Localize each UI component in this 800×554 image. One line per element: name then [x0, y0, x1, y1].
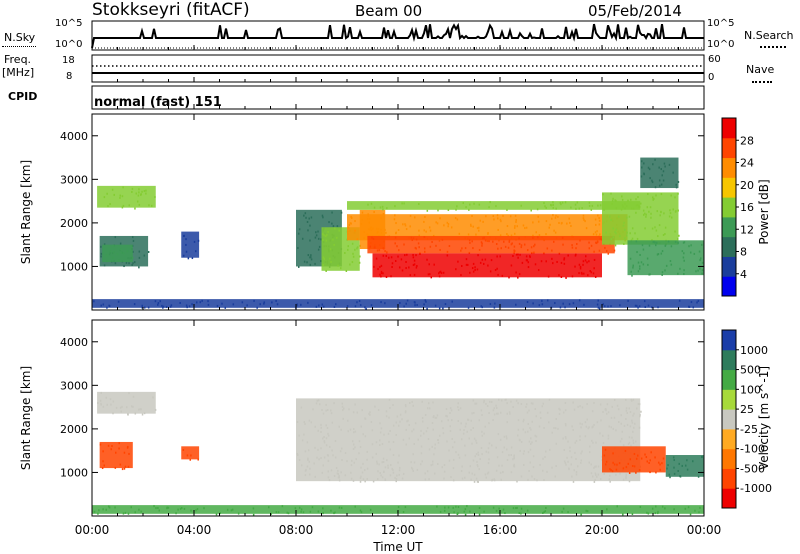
- power-colorbar-label: Power [dB]: [757, 179, 771, 244]
- velocity-region-4: [602, 446, 666, 473]
- nsearch-label: N.Search: [744, 29, 794, 42]
- velocity-colorbar-tick: -100: [740, 443, 765, 456]
- xtick-label: 08:00: [279, 523, 314, 537]
- velocity-colorbar-swatch: [722, 369, 736, 390]
- nsearch-tick-bottom: 10^0: [707, 39, 735, 50]
- velocity-region-2: [181, 446, 200, 460]
- freq-label: Freq.: [4, 53, 32, 66]
- power-ytick-label: 4000: [60, 130, 88, 143]
- xtick-label: 04:00: [177, 523, 212, 537]
- nsky-trace: [91, 22, 704, 49]
- velocity-colorbar-swatch: [722, 448, 736, 469]
- power-colorbar: 4 8 12 16 20 24 28: [721, 117, 754, 297]
- velocity-colorbar-label: Velocity [m s^-1]: [757, 366, 771, 470]
- nave-legend-line: [752, 81, 772, 83]
- velocity-region-0: [97, 391, 156, 414]
- power-region-0: [97, 185, 156, 208]
- nsky-label: N.Sky: [4, 31, 36, 44]
- power-ytick-label: 2000: [60, 217, 88, 230]
- power-panel: [91, 113, 705, 311]
- date-title: 05/Feb/2014: [588, 2, 682, 20]
- power-colorbar-swatch: [722, 236, 736, 257]
- velocity-colorbar-tick: 100: [740, 383, 761, 396]
- velocity-colorbar-swatch: [722, 349, 736, 371]
- freq-tick-bottom: 8: [66, 71, 73, 82]
- velocity-colorbar-swatch: [722, 330, 736, 351]
- velocity-ytick-label: 4000: [60, 336, 88, 349]
- cpid-mode: normal (fast) 151: [94, 95, 222, 110]
- beam-title: Beam 00: [355, 2, 423, 20]
- xtick-label: 16:00: [483, 523, 518, 537]
- power-region-10: [347, 201, 641, 210]
- power-colorbar-swatch: [722, 137, 736, 159]
- power-colorbar-tick: 4: [740, 268, 747, 281]
- nave-tick-top: 60: [708, 54, 721, 65]
- velocity-ytick-label: 2000: [60, 423, 88, 436]
- power-ylabel: Slant Range [km]: [19, 160, 33, 264]
- velocity-colorbar-swatch: [722, 389, 736, 410]
- freq-unit: [MHz]: [2, 66, 35, 79]
- x-axis-label: Time UT: [372, 540, 423, 554]
- velocity-colorbar-tick: -1000: [740, 482, 772, 495]
- xtick-label: 20:00: [585, 523, 620, 537]
- velocity-colorbar-tick: 25: [740, 403, 754, 416]
- power-colorbar-swatch: [722, 157, 736, 178]
- power-colorbar-swatch: [722, 256, 736, 277]
- nsearch-tick-top: 10^5: [707, 18, 735, 29]
- power-colorbar-tick: 12: [740, 223, 754, 236]
- velocity-colorbar-swatch: [722, 428, 736, 450]
- velocity-panel: [91, 319, 705, 517]
- velocity-ytick-label: 1000: [60, 466, 88, 479]
- power-colorbar-tick: 8: [740, 246, 747, 259]
- power-colorbar-tick: 16: [740, 201, 754, 214]
- nsearch-legend-line: [760, 46, 786, 48]
- xtick-label: 00:00: [75, 523, 110, 537]
- xtick-label: 00:00: [687, 523, 722, 537]
- power-colorbar-swatch: [722, 197, 736, 218]
- nave-tick-bottom: 0: [708, 72, 715, 83]
- power-ytick-label: 1000: [60, 260, 88, 273]
- power-colorbar-tick: 28: [740, 134, 754, 147]
- velocity-colorbar-tick: -500: [740, 462, 765, 475]
- power-colorbar-tick: 20: [740, 179, 754, 192]
- power-region-14: [92, 299, 704, 308]
- velocity-colorbar-tick: 500: [740, 364, 761, 377]
- power-colorbar-swatch: [722, 118, 736, 139]
- velocity-ytick-label: 3000: [60, 379, 88, 392]
- site-title: Stokkseyri (fitACF): [92, 0, 250, 20]
- cpid-label: CPID: [8, 90, 38, 103]
- nsky-legend-line: [2, 46, 36, 47]
- freq-tick-top: 18: [62, 55, 75, 66]
- power-ytick-label: 3000: [60, 173, 88, 186]
- velocity-colorbar-tick: 1000: [740, 344, 768, 357]
- velocity-colorbar: 1000 500 100 25 -25 -100 -500 -1000: [721, 329, 772, 509]
- velocity-ylabel: Slant Range [km]: [19, 366, 33, 470]
- velocity-region-6: [92, 505, 704, 514]
- velocity-colorbar-swatch: [722, 488, 736, 509]
- power-region-8: [367, 235, 615, 254]
- velocity-region-3: [296, 398, 641, 482]
- nsky-tick-bottom: 10^0: [55, 39, 83, 50]
- power-colorbar-swatch: [722, 276, 736, 297]
- nave-label: Nave: [746, 63, 775, 76]
- velocity-region-1: [99, 441, 133, 469]
- power-region-13: [640, 157, 679, 189]
- power-colorbar-swatch: [722, 177, 736, 198]
- power-colorbar-tick: 24: [740, 157, 754, 170]
- velocity-colorbar-swatch: [722, 409, 736, 430]
- xtick-label: 12:00: [381, 523, 416, 537]
- velocity-region-5: [665, 455, 704, 477]
- velocity-colorbar-swatch: [722, 468, 736, 489]
- power-colorbar-swatch: [722, 216, 736, 238]
- velocity-colorbar-tick: -25: [740, 423, 758, 436]
- nsky-tick-top: 10^5: [55, 18, 83, 29]
